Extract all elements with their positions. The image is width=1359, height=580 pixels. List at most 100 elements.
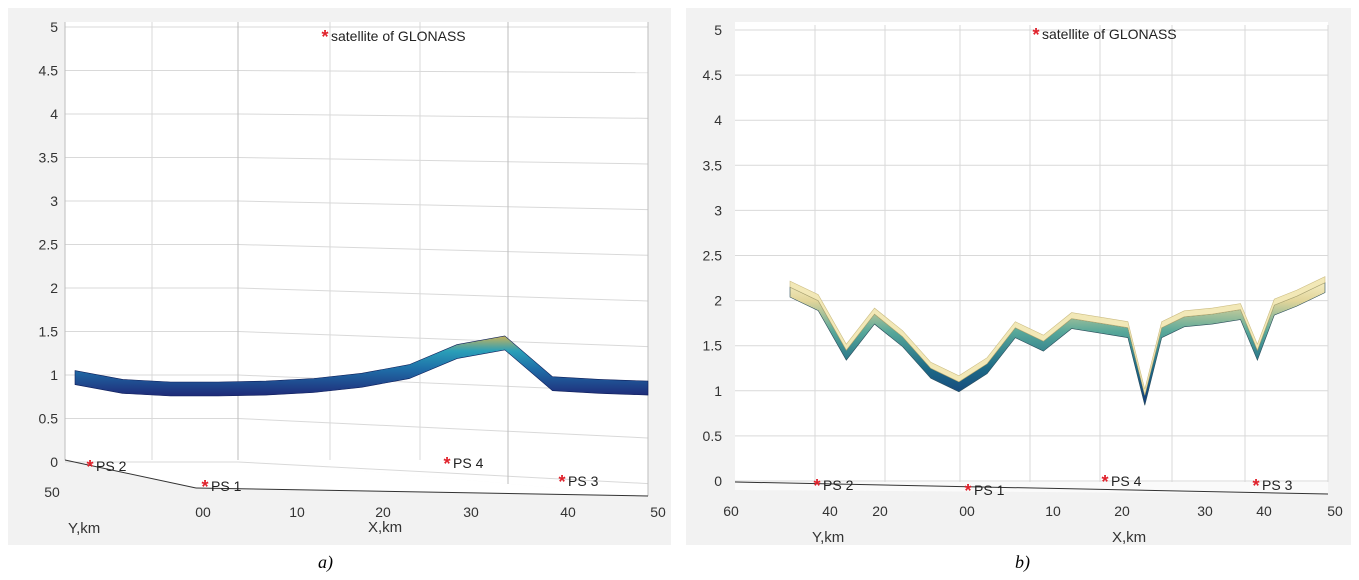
- annotation-label: PS 2: [96, 458, 127, 474]
- z-tick-label: 4: [50, 106, 58, 122]
- panel-a-back-wall-right: [238, 22, 648, 496]
- panel-b: 0 0.5 1 1.5 2 2.5 3 3.5 4 4.5 5 00 10 20 30 40 50 60 40 2…: [686, 8, 1351, 546]
- panel-a-x-label: X,km: [368, 519, 402, 536]
- panel-a-y-label: Y,km: [68, 520, 100, 537]
- z-tick-label: 2: [50, 280, 58, 296]
- x-tick-label: 20: [375, 504, 391, 520]
- annotation-marker: *: [813, 476, 820, 496]
- panel-b-caption: b): [1015, 552, 1030, 572]
- x-tick-label: 30: [1197, 503, 1213, 519]
- grid-line-h: [237, 287, 649, 302]
- annotation-ps2: * PS 2: [86, 457, 126, 477]
- z-tick-label: 0: [50, 454, 58, 470]
- grid-line-h: [237, 331, 649, 348]
- z-tick-label: 3: [50, 193, 58, 209]
- z-tick-label: 1.5: [39, 324, 59, 340]
- z-tick-label: 1.5: [703, 338, 723, 354]
- z-tick-label: 4.5: [703, 67, 723, 83]
- annotation-label: PS 1: [211, 478, 242, 494]
- y-tick-label: 50: [44, 484, 60, 500]
- z-tick-label: 0.5: [39, 411, 59, 427]
- annotation-ps3: * PS 3: [558, 472, 598, 492]
- annotation-marker: *: [201, 477, 208, 497]
- panel-b-z-ticks: 0 0.5 1 1.5 2 2.5 3 3.5 4 4.5 5: [703, 22, 723, 489]
- x-tick-label: 50: [650, 504, 666, 520]
- annotation-label: satellite of GLONASS: [331, 28, 466, 44]
- z-tick-label: 3: [714, 202, 722, 218]
- panel-b-y-label: Y,km: [812, 529, 844, 546]
- annotation-ps3: * PS 3: [1252, 476, 1292, 496]
- panel-b-x-ticks: 00 10 20 30 40 50: [959, 503, 1343, 519]
- annotation-satellite: * satellite of GLONASS: [321, 27, 465, 47]
- z-tick-label: 3.5: [39, 150, 59, 166]
- panel-a-y-ticks: 50: [44, 484, 60, 500]
- x-tick-label: 00: [959, 503, 975, 519]
- z-tick-label: 4.5: [39, 63, 59, 79]
- z-tick-label: 2.5: [703, 248, 723, 264]
- grid-line-h: [237, 70, 649, 74]
- x-tick-label: 10: [1045, 503, 1061, 519]
- panel-b-back-wall: [735, 22, 1328, 482]
- annotation-satellite: * satellite of GLONASS: [1032, 25, 1176, 45]
- grid-line-h: [237, 200, 649, 211]
- z-tick-label: 1: [714, 383, 722, 399]
- grid-line-h: [237, 418, 649, 439]
- z-tick-label: 5: [714, 22, 722, 38]
- x-tick-label: 40: [560, 504, 576, 520]
- panel-b-x-label: X,km: [1112, 529, 1146, 546]
- panel-b-surface-top: [789, 276, 1326, 396]
- annotation-label: PS 1: [974, 482, 1005, 498]
- z-tick-label: 3.5: [703, 157, 723, 173]
- z-tick-label: 2: [714, 293, 722, 309]
- panel-a-axis-lines: [64, 459, 649, 497]
- z-tick-label: 0: [714, 473, 722, 489]
- y-tick-label: 20: [872, 503, 888, 519]
- grid-line-h: [237, 113, 649, 119]
- z-tick-label: 1: [50, 367, 58, 383]
- annotation-label: PS 2: [823, 477, 854, 493]
- x-tick-label: 40: [1256, 503, 1272, 519]
- x-tick-label: 50: [1327, 503, 1343, 519]
- annotation-marker: *: [1101, 472, 1108, 492]
- annotation-ps4: * PS 4: [443, 454, 483, 474]
- panel-a: 0 0.5 1 1.5 2 2.5 3 3.5 4 4.5 5 00 10 20 30 40 50 50 X,…: [8, 8, 671, 545]
- panel-b-axis-lines: [734, 481, 1329, 495]
- annotation-label: PS 3: [568, 473, 599, 489]
- annotation-marker: *: [964, 481, 971, 501]
- annotation-marker: *: [443, 454, 450, 474]
- annotation-label: PS 4: [1111, 473, 1142, 489]
- panel-a-annotations: * satellite of GLONASS* PS 1* PS 2* PS 3* PS …: [86, 27, 598, 497]
- panel-a-caption: a): [318, 552, 333, 572]
- annotation-label: PS 4: [453, 455, 484, 471]
- annotation-ps2: * PS 2: [813, 476, 853, 496]
- annotation-marker: *: [558, 472, 565, 492]
- panel-b-annotations: * satellite of GLONASS* PS 1* PS 2 * PS 3* PS …: [813, 25, 1292, 501]
- z-tick-label: 0.5: [703, 428, 723, 444]
- panel-b-grid: [735, 25, 1329, 482]
- grid-line-h: [237, 157, 649, 165]
- panel-a-floor: [65, 460, 648, 496]
- annotation-ps1: * PS 1: [964, 481, 1004, 501]
- annotation-label: satellite of GLONASS: [1042, 26, 1177, 42]
- x-tick-label: 00: [195, 504, 211, 520]
- panel-a-surface: [74, 335, 649, 397]
- annotation-marker: *: [321, 27, 328, 47]
- grid-line-h: [237, 461, 649, 485]
- y-tick-label: 60: [723, 503, 739, 519]
- x-tick-label: 20: [1114, 503, 1130, 519]
- annotation-label: PS 3: [1262, 477, 1293, 493]
- panel-a-z-ticks: 0 0.5 1 1.5 2 2.5 3 3.5 4 4.5 5: [39, 19, 59, 470]
- annotation-marker: *: [86, 457, 93, 477]
- z-tick-label: 4: [714, 112, 722, 128]
- panel-b-y-ticks: 60 40 20: [723, 503, 888, 519]
- x-tick-label: 30: [463, 504, 479, 520]
- grid-line-h: [237, 244, 649, 256]
- z-tick-label: 2.5: [39, 237, 59, 253]
- annotation-ps1: * PS 1: [201, 477, 241, 497]
- annotation-marker: *: [1252, 476, 1259, 496]
- annotation-marker: *: [1032, 25, 1039, 45]
- z-tick-label: 5: [50, 19, 58, 35]
- x-tick-label: 10: [289, 504, 305, 520]
- annotation-ps4: * PS 4: [1101, 472, 1141, 492]
- panel-a-x-ticks: 00 10 20 30 40 50: [195, 504, 666, 520]
